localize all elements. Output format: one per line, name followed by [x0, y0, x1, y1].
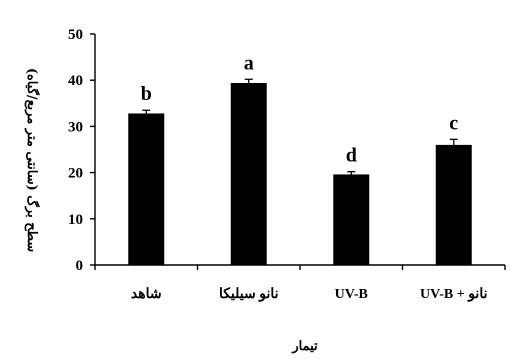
x-tick-label: نانو سیلیکا	[219, 286, 279, 302]
x-axis-ticks-group: شاهد نانو سیلیکا UV-B UV-B + نانو	[94, 265, 506, 302]
bar	[230, 82, 267, 265]
bar	[333, 174, 370, 265]
y-tick-label: 40	[68, 73, 83, 89]
bar	[128, 113, 165, 266]
significance-letter: c	[449, 112, 458, 134]
y-tick-label: 50	[68, 27, 83, 43]
bar	[435, 144, 472, 265]
y-tick-label: 30	[68, 119, 83, 135]
x-tick-label: UV-B + نانو	[420, 287, 487, 302]
y-tick-label: 0	[76, 258, 84, 274]
bars-group	[128, 82, 472, 266]
significance-letter: d	[346, 145, 357, 167]
y-axis-ticks-group: 0 10 20 30 40 50	[68, 27, 95, 274]
significance-letters-group: b a d c	[141, 52, 459, 166]
y-tick-label: 10	[68, 212, 83, 228]
significance-letter: a	[244, 52, 254, 74]
x-axis-title: تیمار	[291, 339, 318, 354]
x-tick-label: UV-B	[335, 287, 368, 302]
x-tick-label: شاهد	[131, 287, 162, 302]
error-bars-group	[142, 78, 458, 178]
y-tick-label: 20	[68, 166, 83, 182]
y-axis-title: سطح برگ (سانتی متر مربع/گیاه)	[24, 68, 41, 252]
significance-letter: b	[141, 83, 152, 105]
